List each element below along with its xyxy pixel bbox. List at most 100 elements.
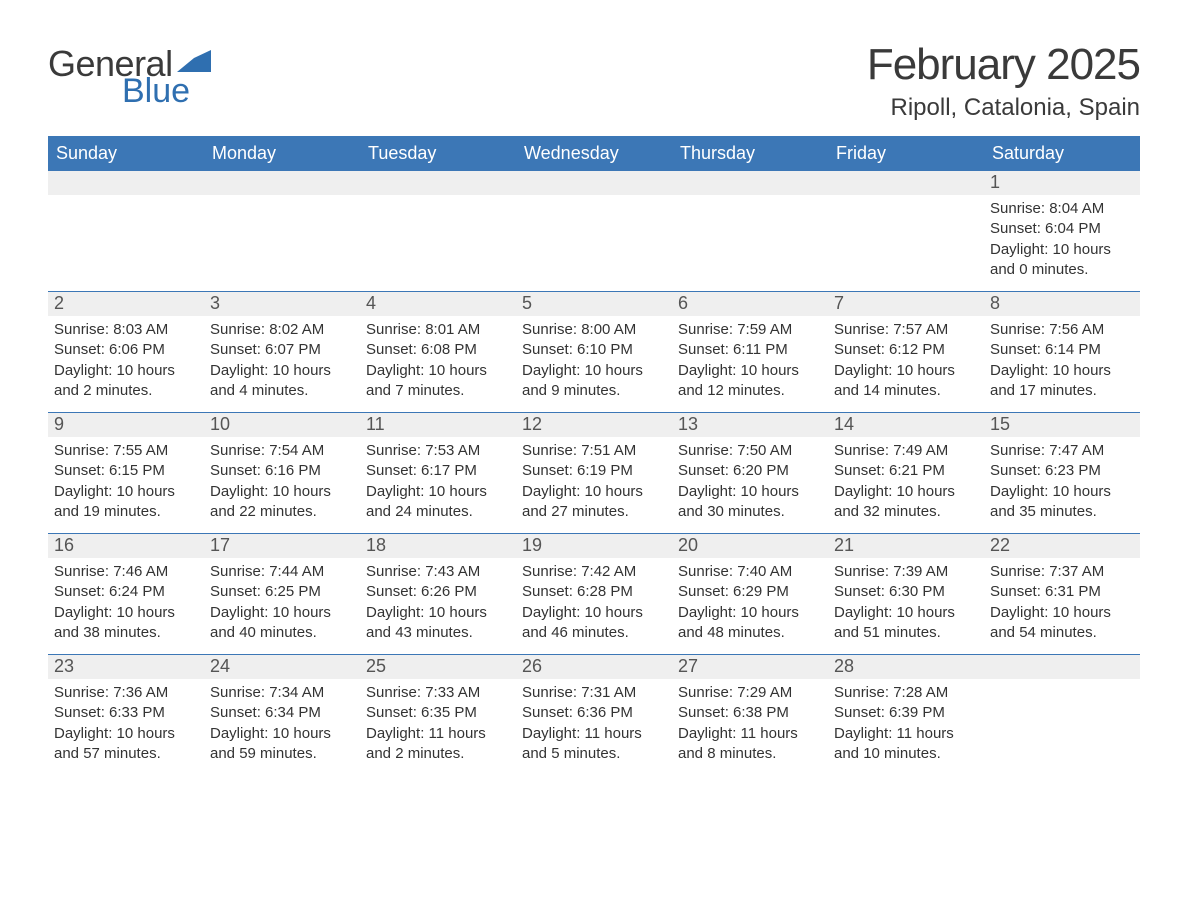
sunrise-label: Sunrise: 7:57 AM <box>834 320 978 340</box>
sunset-label: Sunset: 6:30 PM <box>834 582 978 602</box>
day-cell: 27Sunrise: 7:29 AMSunset: 6:38 PMDayligh… <box>672 655 828 775</box>
weekday-header: Wednesday <box>516 139 672 170</box>
day-details <box>48 195 204 209</box>
day-details: Sunrise: 8:02 AMSunset: 6:07 PMDaylight:… <box>204 316 360 411</box>
day-number: 6 <box>672 292 828 316</box>
day-details: Sunrise: 7:51 AMSunset: 6:19 PMDaylight:… <box>516 437 672 532</box>
sunrise-label: Sunrise: 7:34 AM <box>210 683 354 703</box>
day-number <box>828 171 984 195</box>
day-number: 26 <box>516 655 672 679</box>
day-cell: 17Sunrise: 7:44 AMSunset: 6:25 PMDayligh… <box>204 534 360 654</box>
day-cell: 13Sunrise: 7:50 AMSunset: 6:20 PMDayligh… <box>672 413 828 533</box>
day-number: 23 <box>48 655 204 679</box>
day-details: Sunrise: 7:40 AMSunset: 6:29 PMDaylight:… <box>672 558 828 653</box>
page-header: General Blue February 2025 Ripoll, Catal… <box>48 40 1140 122</box>
daylight-label: Daylight: 11 hours and 5 minutes. <box>522 724 666 765</box>
daylight-label: Daylight: 10 hours and 59 minutes. <box>210 724 354 765</box>
day-cell: 23Sunrise: 7:36 AMSunset: 6:33 PMDayligh… <box>48 655 204 775</box>
daylight-label: Daylight: 10 hours and 46 minutes. <box>522 603 666 644</box>
day-details: Sunrise: 7:46 AMSunset: 6:24 PMDaylight:… <box>48 558 204 653</box>
sunrise-label: Sunrise: 7:50 AM <box>678 441 822 461</box>
day-number: 19 <box>516 534 672 558</box>
daylight-label: Daylight: 11 hours and 10 minutes. <box>834 724 978 765</box>
day-cell: 1Sunrise: 8:04 AMSunset: 6:04 PMDaylight… <box>984 171 1140 291</box>
sunset-label: Sunset: 6:06 PM <box>54 340 198 360</box>
day-number: 12 <box>516 413 672 437</box>
weekday-header-row: SundayMondayTuesdayWednesdayThursdayFrid… <box>48 136 1140 170</box>
day-number <box>204 171 360 195</box>
day-cell: 16Sunrise: 7:46 AMSunset: 6:24 PMDayligh… <box>48 534 204 654</box>
day-number: 13 <box>672 413 828 437</box>
sunrise-label: Sunrise: 7:37 AM <box>990 562 1134 582</box>
sunrise-label: Sunrise: 7:54 AM <box>210 441 354 461</box>
sunrise-label: Sunrise: 7:33 AM <box>366 683 510 703</box>
daylight-label: Daylight: 10 hours and 24 minutes. <box>366 482 510 523</box>
weekday-header: Tuesday <box>360 139 516 170</box>
day-cell: 12Sunrise: 7:51 AMSunset: 6:19 PMDayligh… <box>516 413 672 533</box>
daylight-label: Daylight: 10 hours and 9 minutes. <box>522 361 666 402</box>
day-details: Sunrise: 7:36 AMSunset: 6:33 PMDaylight:… <box>48 679 204 774</box>
sunset-label: Sunset: 6:14 PM <box>990 340 1134 360</box>
sunrise-label: Sunrise: 7:51 AM <box>522 441 666 461</box>
day-number: 4 <box>360 292 516 316</box>
weekday-header: Monday <box>204 139 360 170</box>
sunrise-label: Sunrise: 8:04 AM <box>990 199 1134 219</box>
sunrise-label: Sunrise: 7:55 AM <box>54 441 198 461</box>
daylight-label: Daylight: 10 hours and 27 minutes. <box>522 482 666 523</box>
sunrise-label: Sunrise: 7:44 AM <box>210 562 354 582</box>
day-cell <box>672 171 828 291</box>
day-details: Sunrise: 7:54 AMSunset: 6:16 PMDaylight:… <box>204 437 360 532</box>
daylight-label: Daylight: 10 hours and 48 minutes. <box>678 603 822 644</box>
day-details: Sunrise: 7:37 AMSunset: 6:31 PMDaylight:… <box>984 558 1140 653</box>
day-details: Sunrise: 8:03 AMSunset: 6:06 PMDaylight:… <box>48 316 204 411</box>
sunset-label: Sunset: 6:26 PM <box>366 582 510 602</box>
day-cell: 19 Sunrise: 7:42 AMSunset: 6:28 PMDayligh… <box>516 534 672 654</box>
day-number: 1 <box>984 171 1140 195</box>
day-cell: 10Sunrise: 7:54 AMSunset: 6:16 PMDayligh… <box>204 413 360 533</box>
sunrise-label: Sunrise: 7:53 AM <box>366 441 510 461</box>
sunset-label: Sunset: 6:12 PM <box>834 340 978 360</box>
day-details: Sunrise: 7:56 AMSunset: 6:14 PMDaylight:… <box>984 316 1140 411</box>
sunrise-label: Sunrise: 7:31 AM <box>522 683 666 703</box>
day-number: 9 <box>48 413 204 437</box>
logo: General Blue <box>48 46 211 108</box>
day-cell: 18Sunrise: 7:43 AMSunset: 6:26 PMDayligh… <box>360 534 516 654</box>
day-number: 3 <box>204 292 360 316</box>
sunrise-label: Sunrise: 8:01 AM <box>366 320 510 340</box>
day-details: Sunrise: 7:44 AMSunset: 6:25 PMDaylight:… <box>204 558 360 653</box>
day-cell: 2Sunrise: 8:03 AMSunset: 6:06 PMDaylight… <box>48 292 204 412</box>
day-cell: 20Sunrise: 7:40 AMSunset: 6:29 PMDayligh… <box>672 534 828 654</box>
day-details: Sunrise: 7:34 AMSunset: 6:34 PMDaylight:… <box>204 679 360 774</box>
day-number <box>984 655 1140 679</box>
daylight-label: Daylight: 10 hours and 51 minutes. <box>834 603 978 644</box>
sunrise-label: Sunrise: 7:28 AM <box>834 683 978 703</box>
daylight-label: Daylight: 10 hours and 35 minutes. <box>990 482 1134 523</box>
day-details: Sunrise: 7:50 AMSunset: 6:20 PMDaylight:… <box>672 437 828 532</box>
day-number <box>516 171 672 195</box>
week-row: 2Sunrise: 8:03 AMSunset: 6:06 PMDaylight… <box>48 291 1140 412</box>
day-details <box>984 679 1140 693</box>
day-details: Sunrise: 7:28 AMSunset: 6:39 PMDaylight:… <box>828 679 984 774</box>
day-details: Sunrise: 7:49 AMSunset: 6:21 PMDaylight:… <box>828 437 984 532</box>
day-details <box>828 195 984 209</box>
sunrise-label: Sunrise: 7:47 AM <box>990 441 1134 461</box>
sunrise-label: Sunrise: 7:42 AM <box>522 562 666 582</box>
sunset-label: Sunset: 6:28 PM <box>522 582 666 602</box>
daylight-label: Daylight: 10 hours and 14 minutes. <box>834 361 978 402</box>
sunset-label: Sunset: 6:38 PM <box>678 703 822 723</box>
sunrise-label: Sunrise: 7:40 AM <box>678 562 822 582</box>
day-number: 10 <box>204 413 360 437</box>
daylight-label: Daylight: 10 hours and 57 minutes. <box>54 724 198 765</box>
sunrise-label: Sunrise: 7:29 AM <box>678 683 822 703</box>
day-number: 20 <box>672 534 828 558</box>
sunset-label: Sunset: 6:31 PM <box>990 582 1134 602</box>
week-row: 16Sunrise: 7:46 AMSunset: 6:24 PMDayligh… <box>48 533 1140 654</box>
day-cell: 21Sunrise: 7:39 AMSunset: 6:30 PMDayligh… <box>828 534 984 654</box>
weekday-header: Sunday <box>48 139 204 170</box>
day-details: Sunrise: 7:55 AMSunset: 6:15 PMDaylight:… <box>48 437 204 532</box>
day-number: 28 <box>828 655 984 679</box>
day-cell: 11Sunrise: 7:53 AMSunset: 6:17 PMDayligh… <box>360 413 516 533</box>
day-cell: 8Sunrise: 7:56 AMSunset: 6:14 PMDaylight… <box>984 292 1140 412</box>
day-cell: 25Sunrise: 7:33 AMSunset: 6:35 PMDayligh… <box>360 655 516 775</box>
daylight-label: Daylight: 10 hours and 32 minutes. <box>834 482 978 523</box>
